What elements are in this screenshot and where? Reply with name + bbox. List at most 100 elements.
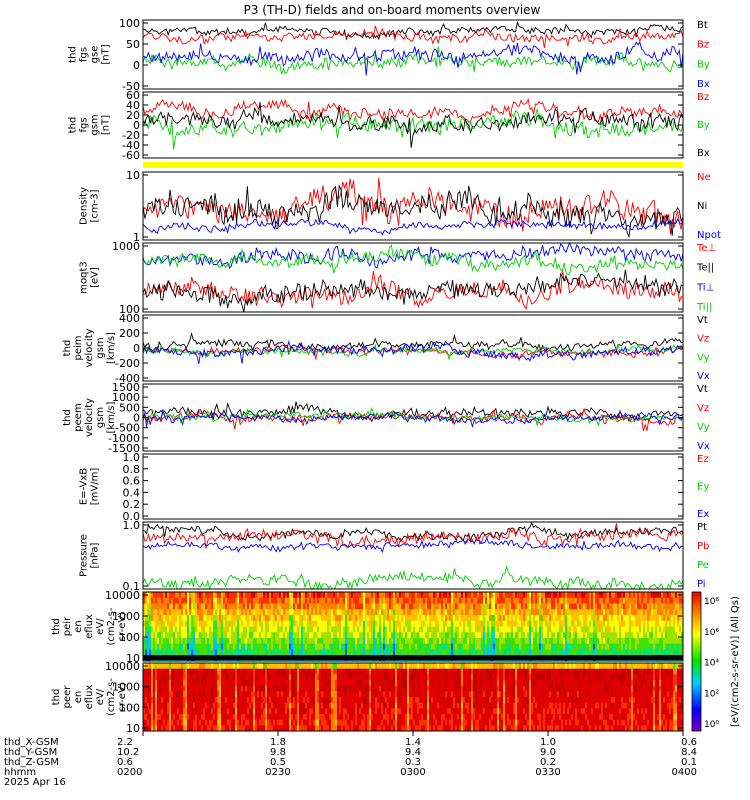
x-tick-value: 0.1 [681, 757, 697, 768]
y-tick-label: -500 [115, 422, 140, 435]
legend-Ex: Ex [697, 509, 709, 520]
panel-7: 1.00.80.60.40.20.0 E=-VxB [mV/m] Ez Ey Ex [79, 451, 710, 523]
y-tick-label: 1.0 [123, 519, 141, 532]
x-tick-value: 0.3 [405, 757, 421, 768]
x-row-label: thd_Z-GSM [4, 757, 59, 768]
series-line-Ni [142, 183, 684, 239]
series-line-Bz [142, 25, 684, 49]
y-axis-label: E=-VxB [79, 468, 90, 505]
y-axis-label: gse [90, 46, 101, 64]
x-tick-value: 0.2 [540, 757, 556, 768]
y-axis-label: (cm2-s- [106, 678, 117, 716]
legend-Vx: Vx [697, 371, 710, 382]
y-axis-label: Pressure [79, 534, 90, 577]
series-line-Ti⊥ [142, 241, 684, 269]
y-axis-label: eflux [84, 614, 95, 639]
colorbar-tick: 10⁶ [704, 628, 719, 638]
series-line-Ti|| [142, 244, 684, 276]
x-tick-value: 0300 [400, 767, 425, 778]
series-line-Npot [142, 218, 684, 236]
colorbar-tick: 10⁰ [704, 720, 719, 730]
panel-frame [142, 591, 684, 662]
panel-8: 1.0 0.1 Pressure [nPa] Pt Pb Pe Pi [79, 519, 710, 593]
x-tick-value: 0400 [672, 767, 697, 778]
legend-Bz: Bz [697, 92, 709, 103]
x-tick-value: 9.8 [270, 747, 286, 758]
y-axis-label: gsm [95, 407, 106, 428]
legend-Te⊥: Te⊥ [696, 243, 716, 254]
y-axis-label: [eV] [90, 267, 101, 288]
y-tick-label: 10 [126, 169, 140, 182]
y-tick-label: 0 [133, 59, 140, 72]
y-tick-label: 0.4 [123, 486, 141, 499]
series-line-Vx [142, 409, 684, 429]
legend-Vy: Vy [697, 422, 710, 433]
y-axis-label: thd [68, 117, 79, 134]
x-tick-value: 9.4 [405, 747, 421, 758]
y-tick-label: 1.0 [123, 451, 141, 464]
y-axis-label: [km/s] [106, 332, 117, 364]
legend-Vx: Vx [697, 441, 710, 452]
y-axis-label: eV/ [95, 618, 106, 635]
y-axis-label: velocity [84, 328, 95, 367]
y-tick-label: -50 [122, 80, 140, 93]
legend-Ti⊥: Ti⊥ [696, 282, 714, 293]
panel-3: 10 1 Density [cm-3] Ne Ni Npot [79, 169, 721, 244]
y-tick-label: 60 [126, 89, 140, 102]
panel-4: 1000 100 moqt3 [eV] Te⊥ Te|| Ti⊥ Ti|| [79, 240, 717, 316]
legend-By: By [697, 59, 710, 70]
y-axis-label: [nT] [101, 44, 112, 64]
legend-Bt: Bt [697, 20, 708, 31]
y-axis-label: thd [68, 46, 79, 63]
y-tick-label: 1000 [112, 391, 140, 404]
y-axis-label: [nT] [101, 115, 112, 135]
y-tick-label: 1000 [112, 240, 140, 253]
colorbar-tick: 10² [704, 689, 719, 699]
legend-Vt: Vt [697, 315, 708, 326]
y-tick-label: 10000 [105, 589, 140, 602]
legend-Pe: Pe [697, 560, 709, 571]
y-axis-label: fgs [79, 117, 90, 132]
x-row-label: thd_Y-GSM [4, 747, 57, 758]
x-tick-value: 1.8 [270, 737, 286, 748]
y-tick-label: 50 [126, 38, 140, 51]
panel-5: 400 200 0 -200 -400 thd peim velocity gsm [km/s] V… [62, 312, 710, 385]
y-axis-label: moqt3 [79, 261, 90, 294]
series-line-Pe [142, 565, 684, 591]
x-tick-value: 10.2 [117, 747, 139, 758]
y-axis-label: sr-eV) [117, 612, 128, 641]
y-axis-label: thd [51, 618, 62, 635]
y-tick-label: -1500 [108, 442, 140, 455]
spectrogram-1 [143, 592, 684, 662]
y-axis-label: thd [62, 340, 73, 357]
y-tick-label: 200 [119, 327, 140, 340]
y-tick-label: 0.8 [123, 463, 141, 476]
colorbar-gradient [691, 591, 702, 732]
y-axis-label: peim [73, 335, 84, 360]
x-tick-value: 1.4 [405, 737, 421, 748]
colorbar-tick: 10⁸ [704, 597, 719, 607]
y-tick-label: 400 [119, 312, 140, 325]
legend-Ti||: Ti|| [696, 302, 712, 313]
legend-Vt: Vt [697, 384, 708, 395]
series-line-Bx [142, 102, 684, 148]
series-line-Vx [142, 340, 684, 364]
y-tick-label: -200 [115, 357, 140, 370]
panel-10: 10000 1000 100 10 thd peer en eflux eV/(cm2-s-sr… [51, 660, 684, 735]
y-tick-label: 0 [133, 412, 140, 425]
legend-Bx: Bx [697, 148, 710, 159]
y-tick-label: 10 [126, 652, 140, 665]
series-line-By [142, 46, 684, 75]
x-tick-value: 0.5 [270, 757, 286, 768]
y-axis-label: (cm2-s- [106, 607, 117, 645]
y-tick-label: 100 [119, 303, 140, 316]
y-axis-label: [km/s] [106, 401, 117, 433]
series-line-Vz [142, 407, 684, 432]
legend-Npot: Npot [697, 230, 721, 241]
y-axis-label: eflux [84, 685, 95, 710]
